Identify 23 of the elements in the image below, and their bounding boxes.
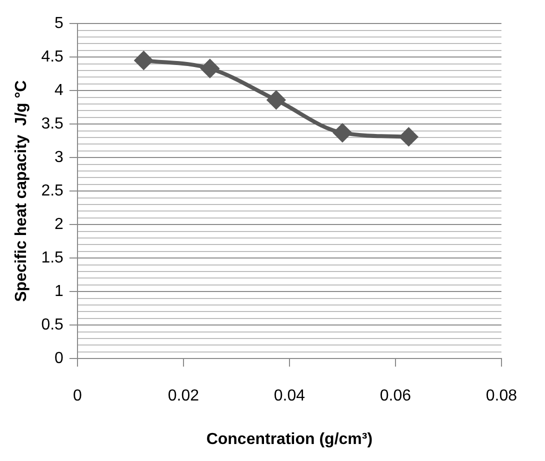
y-tick-label: 4	[54, 82, 64, 100]
point	[333, 124, 352, 142]
x-axis-title: Concentration (g/cm³)	[206, 430, 373, 448]
point	[267, 90, 286, 109]
y-tick-label: 1.5	[41, 250, 64, 267]
point	[200, 59, 219, 78]
x-tick-label: 0.04	[274, 388, 306, 405]
y-tick-label: 2.5	[41, 182, 64, 200]
y-tick-label: 2	[54, 216, 64, 234]
y-tick-label: 4.5	[41, 48, 64, 66]
y-tick-label: 5	[54, 15, 64, 32]
y-tick-label: 0.5	[41, 316, 64, 334]
x-tick-label: 0.06	[380, 388, 412, 405]
y-tick-label: 3.5	[41, 116, 64, 133]
y-tick-label: 3	[54, 149, 64, 166]
x-tick-label: 0.08	[486, 388, 518, 405]
x-tick-label: 0	[72, 388, 82, 405]
point	[134, 51, 153, 70]
y-tick-label: 0	[54, 350, 64, 368]
point	[400, 128, 418, 146]
x-tick-label: 0.02	[168, 388, 200, 405]
y-tick-label: 1	[54, 283, 64, 300]
y-axis-title: Specific heat capacity J/g °C	[13, 80, 30, 302]
